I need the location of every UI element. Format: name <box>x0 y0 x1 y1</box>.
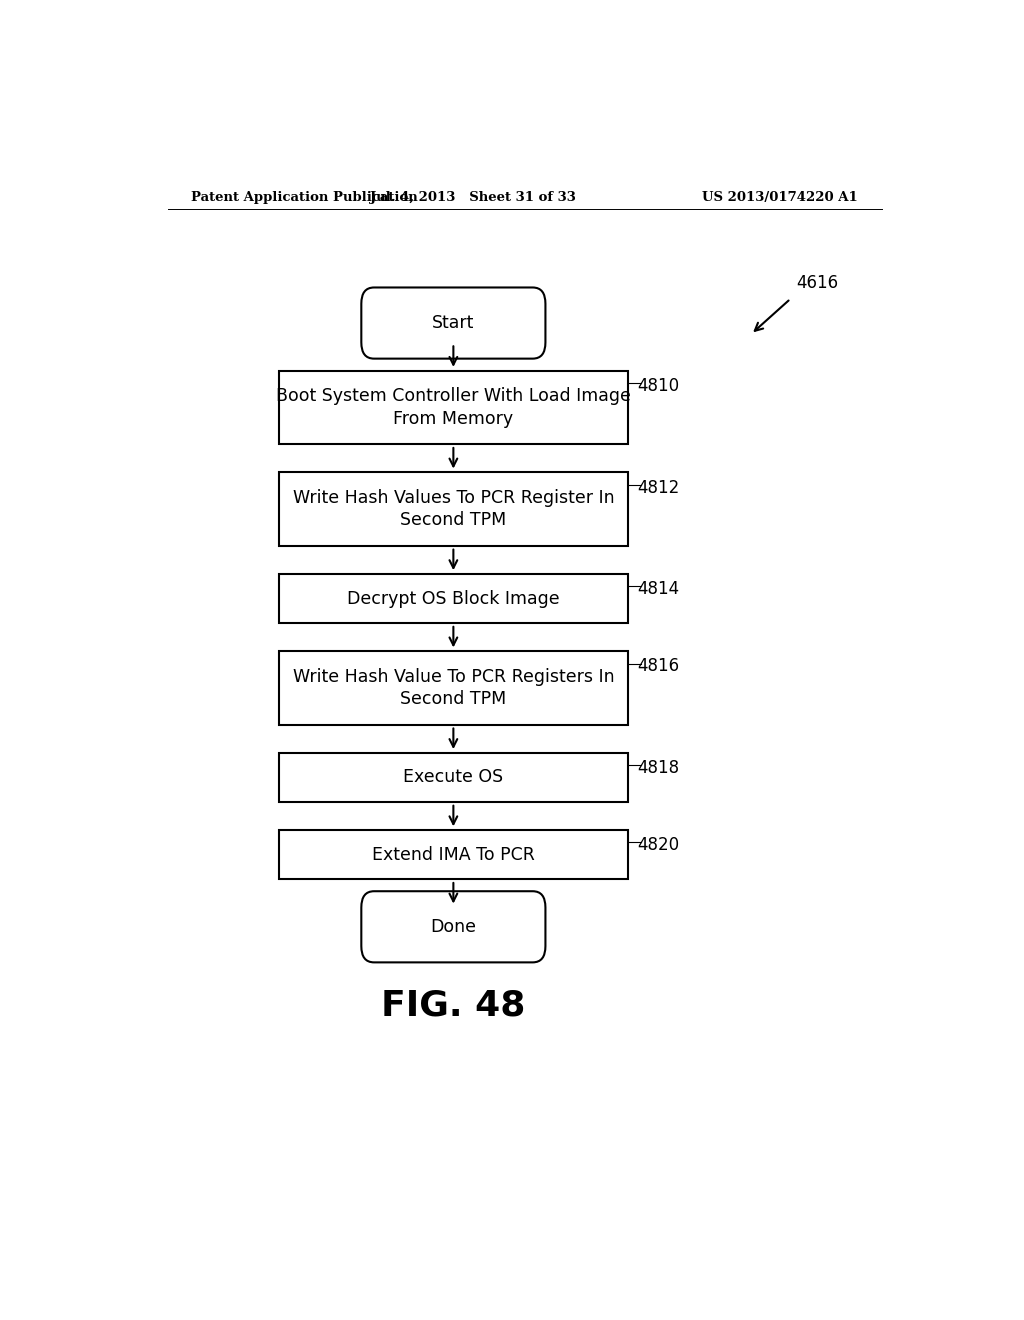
Text: 4820: 4820 <box>638 837 680 854</box>
Text: US 2013/0174220 A1: US 2013/0174220 A1 <box>702 190 858 203</box>
Text: Done: Done <box>430 917 476 936</box>
Text: 4816: 4816 <box>638 657 680 676</box>
Text: Decrypt OS Block Image: Decrypt OS Block Image <box>347 590 560 607</box>
Text: Start: Start <box>432 314 474 333</box>
Text: Write Hash Value To PCR Registers In
Second TPM: Write Hash Value To PCR Registers In Sec… <box>293 668 614 708</box>
Text: 4812: 4812 <box>638 479 680 496</box>
Bar <box>279 830 628 879</box>
Text: Boot System Controller With Load Image
From Memory: Boot System Controller With Load Image F… <box>275 387 631 428</box>
Text: Write Hash Values To PCR Register In
Second TPM: Write Hash Values To PCR Register In Sec… <box>293 488 614 529</box>
Bar <box>279 574 628 623</box>
Bar <box>279 651 628 725</box>
Text: 4616: 4616 <box>797 273 839 292</box>
FancyBboxPatch shape <box>361 891 546 962</box>
Bar <box>279 473 628 545</box>
Text: Execute OS: Execute OS <box>403 768 504 787</box>
Text: FIG. 48: FIG. 48 <box>381 989 525 1022</box>
Bar <box>279 371 628 444</box>
Text: Extend IMA To PCR: Extend IMA To PCR <box>372 846 535 863</box>
FancyBboxPatch shape <box>361 288 546 359</box>
Bar <box>279 752 628 801</box>
Text: 4818: 4818 <box>638 759 680 777</box>
Text: Jul. 4, 2013   Sheet 31 of 33: Jul. 4, 2013 Sheet 31 of 33 <box>371 190 577 203</box>
Text: Patent Application Publication: Patent Application Publication <box>191 190 418 203</box>
Text: 4810: 4810 <box>638 378 680 395</box>
Text: 4814: 4814 <box>638 581 680 598</box>
